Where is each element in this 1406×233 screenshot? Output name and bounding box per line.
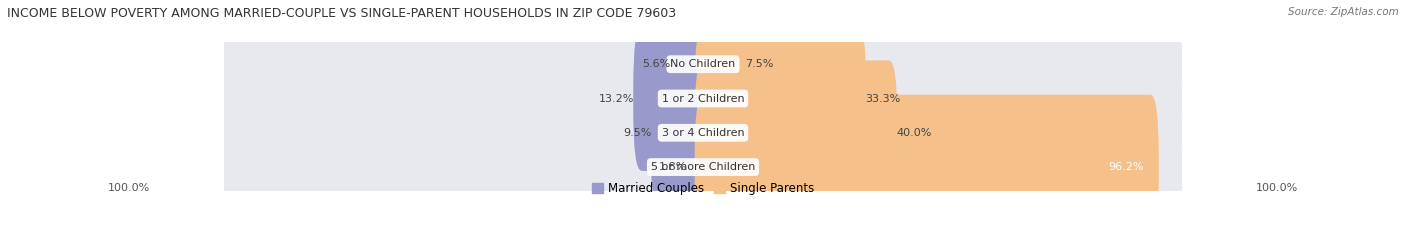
Text: 1.8%: 1.8% (659, 162, 688, 172)
Text: 33.3%: 33.3% (865, 93, 900, 103)
Text: 5 or more Children: 5 or more Children (651, 162, 755, 172)
FancyBboxPatch shape (695, 0, 747, 137)
FancyBboxPatch shape (695, 60, 897, 205)
FancyBboxPatch shape (224, 47, 1182, 233)
Text: 40.0%: 40.0% (896, 128, 931, 138)
FancyBboxPatch shape (224, 13, 1182, 233)
FancyBboxPatch shape (633, 26, 711, 171)
Text: 1 or 2 Children: 1 or 2 Children (662, 93, 744, 103)
FancyBboxPatch shape (686, 95, 711, 233)
Text: 100.0%: 100.0% (108, 183, 150, 193)
FancyBboxPatch shape (695, 95, 1159, 233)
FancyBboxPatch shape (669, 0, 711, 137)
Text: 96.2%: 96.2% (1108, 162, 1143, 172)
Legend: Married Couples, Single Parents: Married Couples, Single Parents (589, 179, 817, 197)
FancyBboxPatch shape (224, 0, 1182, 219)
FancyBboxPatch shape (695, 26, 866, 171)
Text: 3 or 4 Children: 3 or 4 Children (662, 128, 744, 138)
Text: 100.0%: 100.0% (1256, 183, 1298, 193)
Text: 9.5%: 9.5% (623, 128, 652, 138)
Text: No Children: No Children (671, 59, 735, 69)
Text: Source: ZipAtlas.com: Source: ZipAtlas.com (1288, 7, 1399, 17)
FancyBboxPatch shape (224, 0, 1182, 185)
Text: INCOME BELOW POVERTY AMONG MARRIED-COUPLE VS SINGLE-PARENT HOUSEHOLDS IN ZIP COD: INCOME BELOW POVERTY AMONG MARRIED-COUPL… (7, 7, 676, 20)
Text: 13.2%: 13.2% (599, 93, 634, 103)
Text: 7.5%: 7.5% (745, 59, 773, 69)
FancyBboxPatch shape (651, 60, 711, 205)
Text: 5.6%: 5.6% (641, 59, 671, 69)
